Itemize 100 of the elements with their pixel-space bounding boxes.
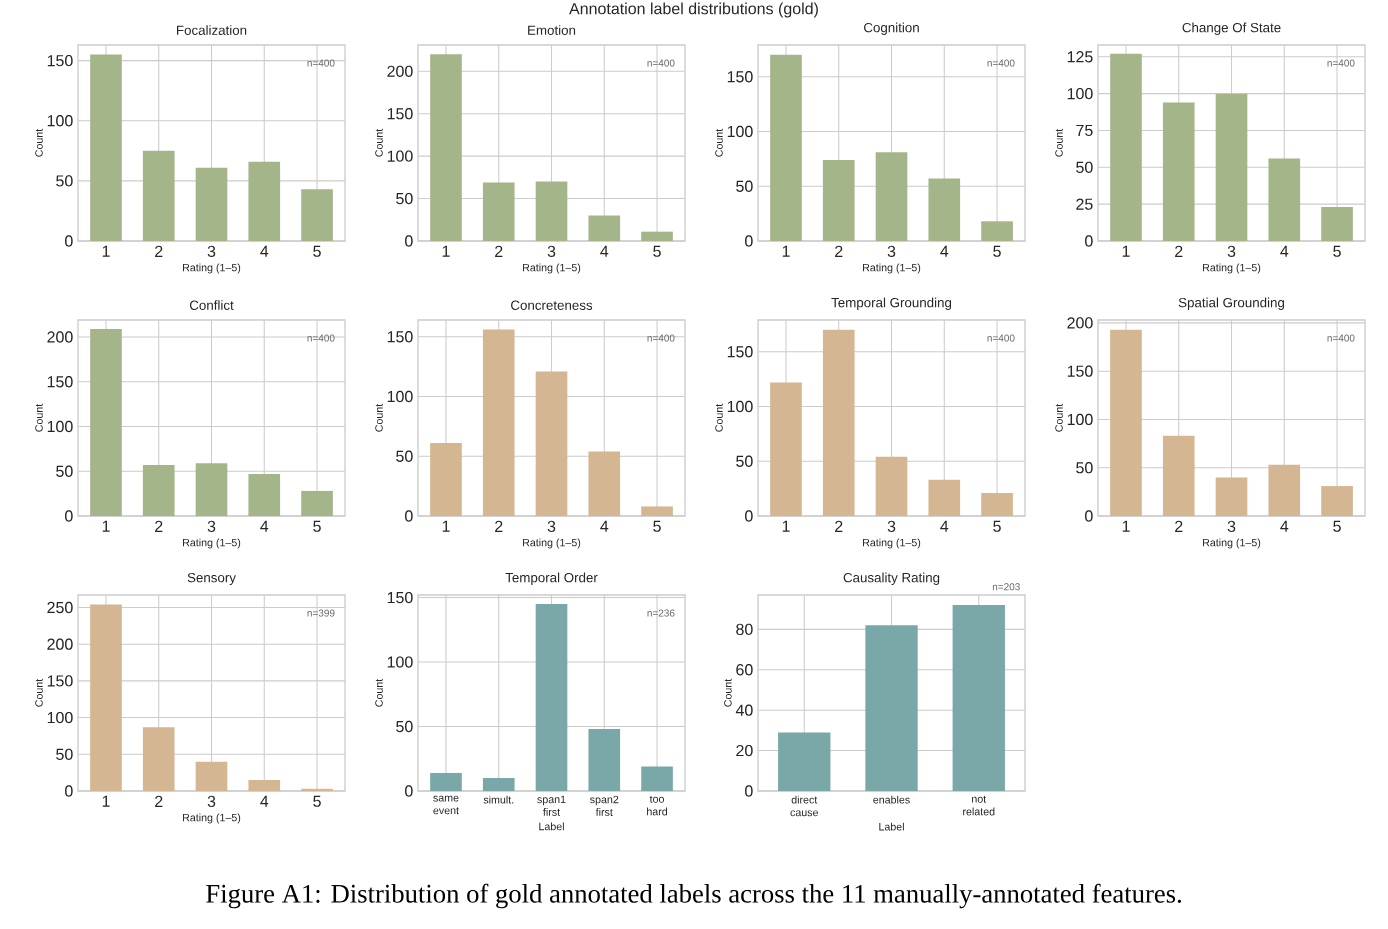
y-axis-title: Count	[1055, 403, 1063, 432]
bar	[1162, 435, 1195, 516]
x-tick-label: 5	[993, 245, 1001, 257]
x-tick-label: 2	[155, 520, 163, 532]
y-tick-label: 50	[396, 450, 413, 462]
y-tick-label: 0	[745, 785, 753, 797]
y-tick-label: 20	[736, 744, 753, 757]
y-tick-label: 150	[47, 54, 73, 67]
bar	[981, 221, 1013, 241]
bar	[928, 479, 961, 516]
bar	[588, 451, 621, 516]
bar	[875, 456, 908, 516]
chart-title: Temporal Grounding	[831, 297, 952, 310]
bar	[1110, 329, 1142, 516]
y-tick-label: 0	[1085, 510, 1093, 522]
y-tick-label: 50	[56, 175, 73, 187]
bar	[588, 215, 621, 241]
chart-title: Focalization	[177, 25, 247, 35]
text: n=203	[992, 583, 1020, 591]
y-tick-label: 0	[65, 785, 73, 797]
y-tick-label: 150	[47, 376, 73, 388]
x-axis-title: Label	[539, 822, 564, 831]
bar	[482, 182, 515, 241]
bar	[142, 150, 175, 241]
y-axis-title: Count	[35, 678, 43, 707]
x-tick-label: 5	[653, 245, 661, 257]
bar	[641, 506, 673, 516]
bar	[90, 54, 122, 241]
x-tick-label: 4	[600, 520, 609, 532]
bar	[1162, 102, 1195, 241]
x-tick-label: 4	[260, 245, 269, 257]
y-axis-title: Count	[375, 403, 383, 432]
y-tick-label: 0	[405, 510, 413, 522]
y-tick-label: 25	[1076, 198, 1093, 210]
y-axis-title: Count	[35, 403, 43, 432]
bar	[535, 371, 568, 516]
bar	[430, 54, 462, 241]
bar	[1321, 207, 1353, 241]
x-tick-label: 1	[102, 795, 110, 807]
bar	[430, 772, 462, 791]
y-tick-label: 100	[387, 656, 413, 668]
chart-title: Cognition	[864, 22, 919, 35]
bar	[1215, 93, 1248, 241]
bar	[770, 382, 802, 516]
x-tick-label: too hard	[647, 795, 668, 816]
chart-title: Concreteness	[511, 300, 593, 310]
y-axis-title: Count	[35, 128, 43, 157]
x-tick-label: same event	[433, 795, 459, 815]
bar	[248, 161, 281, 241]
x-tick-label: 1	[102, 520, 110, 532]
bar	[535, 604, 568, 791]
y-tick-label: 50	[396, 720, 413, 733]
caption: Figure A1: Distribution of gold annotated labels across the 11 manually-annotated features.	[206, 883, 1181, 909]
y-tick-label: 50	[1076, 161, 1093, 173]
y-tick-label: 0	[745, 510, 753, 522]
bar	[822, 159, 855, 241]
x-tick-label: not related	[963, 795, 995, 816]
x-tick-label: 5	[313, 520, 321, 532]
bar	[875, 152, 908, 241]
x-tick-label: direct cause	[790, 795, 819, 817]
y-tick-label: 200	[1067, 317, 1093, 329]
x-tick-label: 4	[260, 795, 269, 807]
y-tick-label: 150	[387, 331, 413, 343]
bar	[482, 329, 515, 516]
y-axis-title: Count	[1055, 128, 1063, 157]
x-tick-label: 3	[1227, 245, 1236, 258]
bar	[195, 761, 228, 791]
y-tick-label: 0	[1085, 235, 1093, 247]
bar	[195, 167, 228, 241]
x-tick-label: span1 first	[537, 795, 566, 816]
y-axis-title: Count	[375, 678, 383, 707]
y-tick-label: 0	[65, 510, 73, 522]
x-tick-label: 5	[313, 245, 321, 257]
bar	[142, 727, 175, 791]
y-tick-label: 100	[387, 150, 413, 162]
x-tick-label: 3	[207, 245, 216, 258]
annotation: n=236	[647, 609, 675, 617]
annotation: n=400	[307, 334, 335, 342]
bar	[482, 778, 515, 791]
x-tick-label: 1	[1122, 520, 1130, 532]
y-tick-label: 250	[47, 601, 73, 614]
x-tick-label: 1	[442, 520, 450, 532]
bar	[865, 625, 918, 791]
bar	[952, 605, 1005, 791]
bar	[981, 493, 1013, 516]
chart-title: Temporal Order	[505, 572, 598, 585]
x-tick-label: 2	[495, 245, 503, 257]
chart-title: Sensory	[187, 572, 236, 585]
y-axis-title: Count	[375, 128, 383, 157]
x-tick-label: 5	[993, 520, 1001, 532]
x-tick-label: 3	[887, 245, 896, 258]
y-tick-label: 100	[727, 400, 753, 413]
chart-title: Conflict	[189, 300, 234, 310]
x-axis-title: Rating (1–5)	[183, 538, 241, 549]
x-tick-label: 4	[940, 245, 949, 257]
x-tick-label: 4	[260, 520, 269, 532]
x-tick-label: 1	[442, 245, 450, 257]
x-tick-label: 4	[940, 520, 949, 532]
x-axis-title: Rating (1–5)	[863, 538, 921, 549]
y-tick-label: 50	[396, 192, 413, 205]
